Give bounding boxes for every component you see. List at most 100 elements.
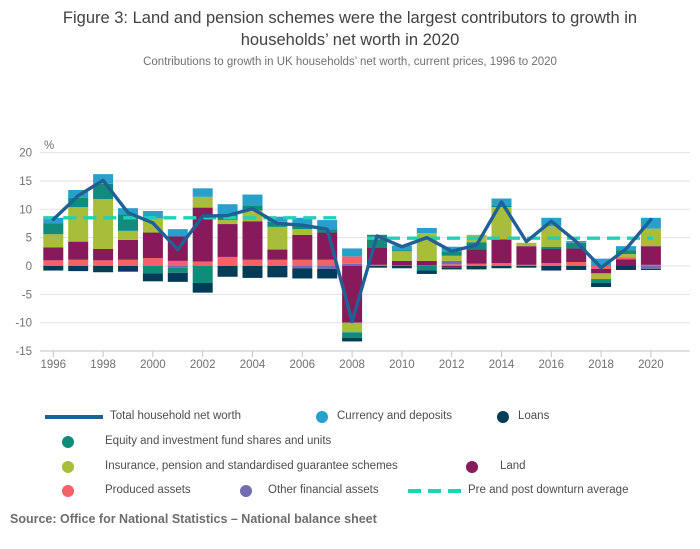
svg-text:1998: 1998 <box>90 359 116 371</box>
bar-segment-land <box>142 232 163 259</box>
bar-segment-currency <box>441 246 462 252</box>
legend-item-total-household-net-worth: Total household net worth <box>0 408 700 426</box>
bar-segment-loans <box>491 266 512 269</box>
bar-segment-equity <box>342 332 363 339</box>
bar-segment-land <box>616 259 636 266</box>
bar-segment-other <box>292 266 313 269</box>
bar-segment-produced <box>242 259 263 266</box>
bar-segment-produced <box>217 256 238 266</box>
bar-segment-produced <box>616 257 636 260</box>
bar-segment-pension <box>491 207 512 240</box>
bar-segment-other <box>441 260 462 265</box>
bar-segment-loans <box>342 338 363 342</box>
total-net-worth-line <box>51 178 653 324</box>
bar-segment-pension <box>43 234 64 248</box>
y-axis-unit-label: % <box>44 140 54 152</box>
bar-segment-land <box>441 266 462 268</box>
bar-segment-other <box>640 266 661 269</box>
svg-text:2006: 2006 <box>290 359 316 371</box>
bar-segment-produced <box>142 258 163 266</box>
bar-segment-pension <box>616 254 636 258</box>
bar-segment-land <box>391 260 412 266</box>
svg-text:2002: 2002 <box>190 359 216 371</box>
legend-dash-swatch <box>408 488 462 493</box>
bar-segment-land <box>516 246 537 265</box>
legend-item-equity-and-investment-fund-shares: Equity and investment fund shares and un… <box>0 433 700 451</box>
bar-segment-other <box>342 263 363 266</box>
bar-segment-pension <box>391 251 412 261</box>
svg-text:2020: 2020 <box>638 359 664 371</box>
bar-segment-produced <box>267 259 288 266</box>
bar-segment-loans <box>93 266 114 273</box>
bar-segment-pension <box>242 210 263 222</box>
bar-segment-loans <box>640 268 661 270</box>
bar-segment-loans <box>591 283 612 287</box>
svg-text:15: 15 <box>19 176 32 188</box>
bar-segment-equity <box>391 250 412 252</box>
chart-title: Figure 3: Land and pension schemes were … <box>62 9 638 49</box>
bar-segment-pension <box>516 242 537 247</box>
bar-segment-loans <box>68 266 89 272</box>
bar-segment-land <box>43 247 64 261</box>
bar-segment-other <box>167 266 188 268</box>
source-note: Source: Office for National Statistics –… <box>10 512 377 526</box>
bar-segment-land <box>591 268 612 274</box>
bar-segment-produced <box>93 260 114 266</box>
svg-text:0: 0 <box>26 261 32 273</box>
bar-segment-produced <box>292 259 313 266</box>
bar-segment-currency <box>342 248 363 257</box>
bar-segment-land <box>491 239 512 264</box>
bar-segment-equity <box>541 246 562 249</box>
legend-label: Insurance, pension and standardised guar… <box>105 459 398 472</box>
svg-text:-10: -10 <box>15 318 32 330</box>
bar-segment-loans <box>317 268 338 279</box>
bar-segment-loans <box>466 266 487 270</box>
legend-label: Other financial assets <box>268 483 379 496</box>
bar-segment-land <box>217 224 238 257</box>
bar-segment-loans <box>43 266 64 271</box>
bar-segment-produced <box>192 261 213 266</box>
legend-label: Total household net worth <box>110 410 242 422</box>
bar-segment-currency <box>142 211 163 219</box>
legend-label: Currency and deposits <box>337 410 453 422</box>
bar-segment-pension <box>217 220 238 225</box>
legend-label: Loans <box>518 410 550 422</box>
legend-item-loans: Loans <box>0 408 700 426</box>
bar-segment-equity <box>167 267 188 273</box>
bar-segment-loans <box>292 268 313 279</box>
bar-segment-land <box>242 221 263 260</box>
bar-segment-land <box>640 246 661 265</box>
svg-text:2018: 2018 <box>588 359 614 371</box>
bar-segment-other <box>317 266 338 269</box>
bar-segment-pension <box>591 273 612 280</box>
svg-text:1996: 1996 <box>41 359 67 371</box>
legend-item-other-financial-assets: Other financial assets <box>0 482 700 500</box>
svg-text:-5: -5 <box>22 289 32 301</box>
bar-segment-loans <box>616 266 636 270</box>
bar-segment-produced <box>566 262 587 266</box>
svg-text:10: 10 <box>19 204 32 216</box>
y-axis-labels: 20 15 10 5 0 -5 -10 -15% <box>15 140 54 358</box>
bar-segment-produced <box>541 263 562 266</box>
bar-segment-produced <box>391 265 412 266</box>
bar-segment-loans <box>367 266 387 268</box>
bar-segment-pension <box>192 196 213 208</box>
bar-segment-loans <box>267 266 288 278</box>
svg-text:2012: 2012 <box>439 359 465 371</box>
legend-label: Pre and post downturn average <box>468 483 629 496</box>
bar-segment-pension <box>118 230 138 240</box>
bar-segment-equity <box>142 266 163 274</box>
bar-segment-currency <box>640 217 661 229</box>
bar-segment-loans <box>192 283 213 293</box>
legend-label: Equity and investment fund shares and un… <box>105 434 332 447</box>
bar-segment-produced <box>367 264 387 266</box>
bar-segment-loans <box>142 273 163 282</box>
bar-segment-loans <box>541 266 562 271</box>
bar-segment-land <box>68 241 89 260</box>
legend-dot-swatch <box>62 435 74 448</box>
svg-text:20: 20 <box>19 148 32 160</box>
bar-segment-pension <box>267 226 288 250</box>
bar-segment-equity <box>192 266 213 284</box>
legend-item-pre-post-downturn-average: Pre and post downturn average <box>0 482 700 500</box>
bar-segment-loans <box>118 266 138 272</box>
